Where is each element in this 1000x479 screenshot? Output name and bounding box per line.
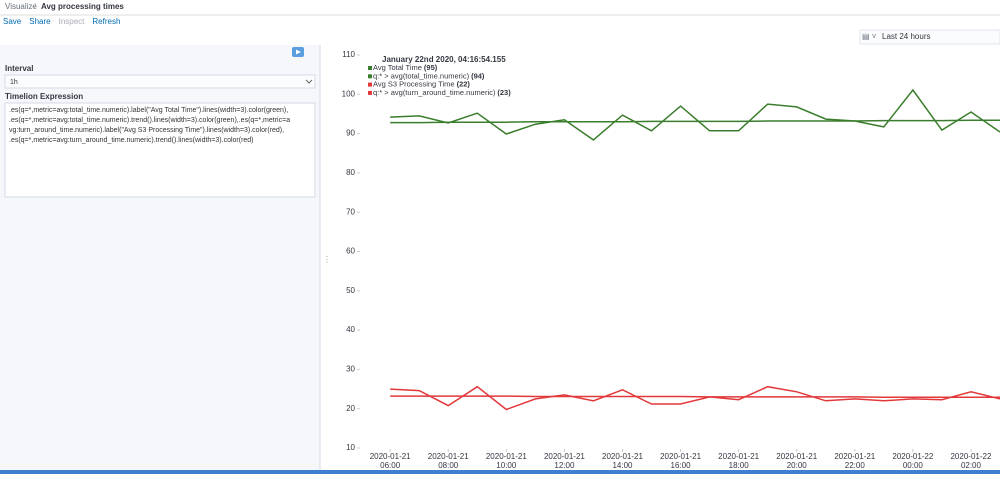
series-line (390, 119, 1000, 124)
resize-handle[interactable]: ⋮ (323, 255, 331, 264)
y-tick-label: 20 (346, 404, 355, 413)
interval-label: Interval (5, 64, 33, 73)
y-tick-label: 40 (346, 325, 355, 334)
x-tick-label: 2020-01-21 16:00 (660, 452, 701, 470)
menu-item[interactable]: Inspect (59, 17, 86, 26)
legend-swatch (368, 82, 372, 87)
expression-editor[interactable] (4, 102, 316, 198)
expression-line: .es(q=*,metric=avg:turn_around_time.nume… (9, 137, 254, 144)
y-tick-label: 90 (346, 129, 355, 138)
bottom-bar (0, 470, 1000, 474)
x-tick-label: 2020-01-21 14:00 (602, 452, 643, 470)
expression-line: .es(q=*,metric=avg:total_time.numeric).l… (9, 107, 288, 114)
x-tick-label: 2020-01-22 02:00 (950, 452, 991, 470)
x-tick-label: 2020-01-22 00:00 (892, 452, 933, 470)
x-tick-label: 2020-01-21 12:00 (544, 452, 585, 470)
y-tick-label: 110 (342, 50, 355, 59)
expression-line: vg:turn_around_time.numeric).label("Avg … (9, 127, 284, 134)
y-tick-label: 10 (346, 443, 355, 452)
y-tick-label: 60 (346, 247, 355, 256)
legend-swatch (368, 90, 372, 95)
interval-value: 1h (10, 79, 18, 86)
x-tick-label: 2020-01-21 20:00 (776, 452, 817, 470)
expression-line: .es(q=*,metric=avg:total_time.numeric).t… (9, 117, 290, 124)
y-tick-label: 100 (342, 89, 356, 98)
expression-label: Timelion Expression (5, 92, 83, 101)
legend-name[interactable]: Avg Total Time (373, 63, 422, 72)
menu-item[interactable]: Share (29, 17, 51, 26)
x-tick-label: 2020-01-21 10:00 (486, 452, 527, 470)
legend-name[interactable]: Avg S3 Processing Time (373, 80, 455, 89)
play-icon (296, 49, 301, 55)
calendar-icon: ▤ ˅ (862, 32, 877, 41)
y-tick-label: 70 (346, 207, 355, 216)
legend-title: January 22nd 2020, 04:16:54.155 (382, 55, 506, 64)
plot (390, 88, 1000, 411)
legend-value: (22) (457, 80, 471, 89)
legend-name[interactable]: q:* > avg(turn_around_time.numeric) (373, 88, 496, 97)
time-picker-value: Last 24 hours (882, 32, 930, 41)
chevron (305, 79, 313, 84)
series-line (390, 395, 1000, 399)
series-line (390, 88, 1000, 141)
breadcrumb-current: Avg processing times (41, 2, 124, 11)
legend-value: (95) (424, 63, 438, 72)
x-tick-label: 2020-01-21 22:00 (834, 452, 875, 470)
breadcrumb-parent[interactable]: Visualize (5, 2, 37, 11)
legend-value: (23) (497, 88, 511, 97)
x-tick-label: 2020-01-21 18:00 (718, 452, 759, 470)
x-tick-label: 2020-01-21 06:00 (370, 452, 411, 470)
x-tick-label: 2020-01-21 08:00 (428, 452, 469, 470)
y-tick-label: 80 (346, 168, 355, 177)
time-picker[interactable] (859, 29, 1000, 45)
menu-item[interactable]: Refresh (92, 17, 120, 26)
series-line (390, 385, 1000, 411)
legend-swatch (368, 74, 372, 79)
interval-select[interactable] (4, 74, 316, 89)
menu-item[interactable]: Save (3, 17, 22, 26)
legend-swatch (368, 66, 372, 70)
breadcrumb-sep: / (34, 2, 37, 11)
legend-name[interactable]: q:* > avg(total_time.numeric) (373, 71, 470, 80)
y-tick-label: 50 (346, 286, 355, 295)
y-tick-label: 30 (346, 365, 355, 374)
legend-value: (94) (471, 71, 485, 80)
top-bar (0, 0, 1000, 15)
